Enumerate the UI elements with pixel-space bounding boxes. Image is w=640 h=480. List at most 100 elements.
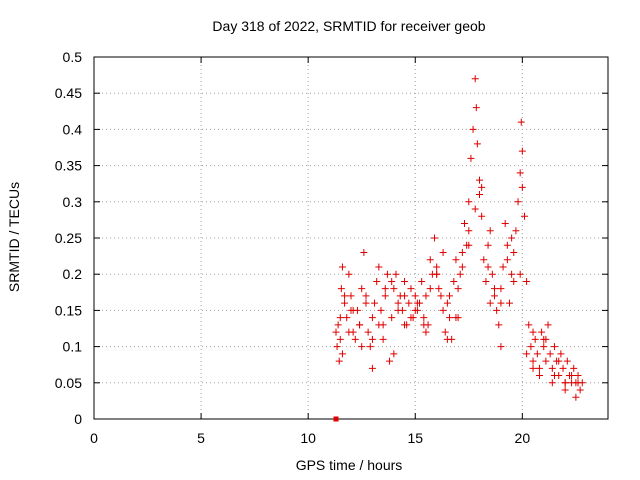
- data-point: [386, 357, 394, 365]
- data-point: [563, 357, 571, 365]
- x-tick-label: 5: [197, 430, 205, 446]
- data-point: [517, 118, 525, 126]
- data-point: [368, 364, 376, 372]
- data-point: [523, 350, 531, 358]
- data-point: [435, 285, 443, 293]
- data-point: [411, 306, 419, 314]
- data-point: [540, 343, 548, 351]
- data-point: [546, 350, 554, 358]
- data-point: [518, 147, 526, 155]
- x-tick-label: 10: [300, 430, 316, 446]
- data-point: [478, 183, 486, 191]
- y-tick-label: 0.25: [55, 230, 82, 246]
- data-point: [516, 169, 524, 177]
- data-point: [514, 198, 522, 206]
- data-point: [476, 176, 483, 184]
- data-point: [495, 321, 503, 329]
- series-zero: [333, 416, 339, 422]
- data-point: [401, 321, 409, 329]
- data-point: [542, 357, 550, 365]
- data-point: [407, 285, 415, 293]
- data-point: [411, 292, 419, 300]
- data-point: [390, 285, 398, 293]
- data-point: [343, 314, 351, 322]
- chart-title: Day 318 of 2022, SRMTID for receiver geo…: [212, 18, 485, 34]
- data-point: [366, 343, 374, 351]
- x-tick-label: 20: [515, 430, 531, 446]
- data-point: [368, 335, 376, 343]
- data-point: [433, 270, 441, 278]
- data-point: [336, 314, 344, 322]
- data-point: [390, 350, 398, 358]
- data-point: [394, 299, 402, 307]
- data-point: [420, 321, 428, 329]
- data-point: [456, 270, 464, 278]
- data-point: [469, 125, 477, 133]
- data-point: [345, 270, 353, 278]
- data-point: [358, 285, 366, 293]
- data-point: [360, 248, 368, 256]
- data-point: [490, 285, 498, 293]
- data-point: [341, 292, 349, 300]
- data-point: [433, 263, 441, 271]
- data-point: [407, 314, 415, 322]
- y-tick-label: 0: [74, 411, 82, 427]
- data-point: [548, 364, 556, 372]
- data-point: [381, 285, 389, 293]
- data-point: [484, 263, 492, 271]
- data-point: [550, 343, 558, 351]
- data-point: [422, 328, 430, 336]
- data-point: [510, 277, 518, 285]
- data-point: [358, 343, 366, 351]
- data-point: [388, 277, 396, 285]
- y-tick-label: 0.45: [55, 85, 82, 101]
- data-point: [465, 241, 473, 249]
- data-point: [338, 263, 346, 271]
- data-point: [486, 227, 494, 235]
- data-point: [375, 263, 383, 271]
- data-point: [413, 299, 421, 307]
- y-tick-label: 0.3: [63, 194, 83, 210]
- data-point: [333, 416, 339, 422]
- data-point: [335, 357, 343, 365]
- series-SRMTID: [332, 75, 586, 401]
- data-point: [533, 350, 541, 358]
- data-point: [482, 277, 490, 285]
- data-point: [518, 183, 526, 191]
- data-point: [338, 350, 346, 358]
- x-axis-label: GPS time / hours: [296, 457, 403, 473]
- y-tick-label: 0.2: [63, 266, 83, 282]
- data-point: [538, 328, 546, 336]
- axis-ticks: [93, 56, 608, 420]
- data-point: [497, 343, 505, 351]
- data-point: [401, 292, 409, 300]
- data-point: [375, 321, 383, 329]
- data-point: [561, 386, 569, 394]
- data-point: [371, 299, 379, 307]
- data-point: [337, 285, 345, 293]
- data-point: [471, 205, 479, 213]
- data-point: [446, 314, 454, 322]
- data-point: [394, 306, 402, 314]
- data-point: [540, 335, 548, 343]
- x-tick-label: 0: [90, 430, 98, 446]
- data-point: [441, 328, 449, 336]
- data-point: [531, 335, 539, 343]
- y-tick-label: 0.15: [55, 302, 82, 318]
- data-point: [450, 277, 458, 285]
- data-point: [557, 350, 565, 358]
- data-point: [373, 277, 381, 285]
- data-point: [570, 364, 578, 372]
- data-point: [465, 198, 473, 206]
- data-point: [446, 292, 454, 300]
- x-tick-label: 15: [407, 430, 423, 446]
- data-point: [493, 306, 501, 314]
- data-point: [351, 335, 359, 343]
- data-point: [364, 328, 372, 336]
- data-point: [334, 321, 342, 329]
- data-point: [461, 220, 469, 228]
- data-point: [510, 248, 518, 256]
- data-point: [356, 321, 364, 329]
- data-point: [422, 292, 430, 300]
